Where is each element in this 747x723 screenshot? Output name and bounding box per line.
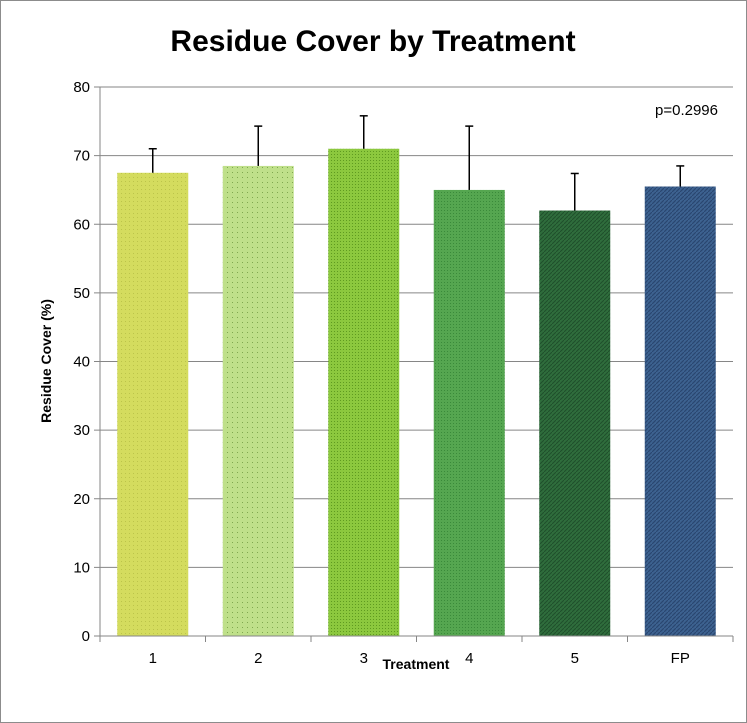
bars bbox=[117, 148, 716, 636]
bar-4 bbox=[433, 189, 505, 636]
x-tick-label: FP bbox=[671, 650, 690, 667]
x-tick-label: 2 bbox=[254, 650, 262, 667]
bar-1 bbox=[117, 172, 189, 636]
x-tick-label: 5 bbox=[571, 650, 579, 667]
x-tick-label: 4 bbox=[465, 650, 473, 667]
y-tick-label: 60 bbox=[73, 216, 90, 233]
y-tick-label: 70 bbox=[73, 148, 90, 165]
y-tick-label: 40 bbox=[73, 354, 90, 371]
bar-3 bbox=[328, 148, 400, 636]
bar-FP bbox=[644, 186, 716, 636]
y-tick-label: 30 bbox=[73, 422, 90, 439]
y-tick-label: 50 bbox=[73, 285, 90, 302]
y-axis-ticks: 0 10 20 30 40 50 60 70 80 bbox=[73, 79, 100, 645]
gridlines bbox=[100, 86, 733, 568]
y-tick-label: 0 bbox=[82, 628, 90, 645]
y-tick-label: 10 bbox=[73, 559, 90, 576]
p-value-annotation: p=0.2996 bbox=[655, 102, 718, 119]
y-axis-label: Residue Cover (%) bbox=[38, 299, 54, 423]
x-tick-label: 3 bbox=[360, 650, 368, 667]
x-axis-ticks: 1 2 3 4 5 FP bbox=[99, 636, 734, 667]
y-tick-label: 20 bbox=[73, 491, 90, 508]
x-axis-label: Treatment bbox=[383, 656, 450, 672]
bar-2 bbox=[222, 165, 294, 636]
y-tick-label: 80 bbox=[73, 79, 90, 96]
x-tick-label: 1 bbox=[149, 650, 157, 667]
error-bars bbox=[148, 115, 685, 211]
bar-5 bbox=[539, 210, 611, 636]
chart-title: Residue Cover by Treatment bbox=[170, 25, 575, 58]
